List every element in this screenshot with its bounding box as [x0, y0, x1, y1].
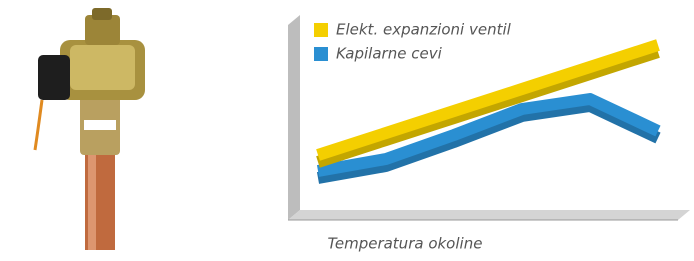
x-axis-label: Temperatura okoline: [328, 235, 483, 253]
page: {"chart_data": {"type": "line", "x": [0,…: [0, 0, 694, 257]
legend-swatch: [314, 23, 328, 37]
legend-label: Elekt. expanzioni ventil: [336, 21, 512, 39]
valve-photo: [35, 8, 145, 250]
legend-swatch: [314, 47, 328, 61]
chart: Kapilarne cevi Elekt. expanzioni ventil Te…: [0, 0, 694, 257]
legend-label: Kapilarne cevi: [336, 45, 443, 63]
